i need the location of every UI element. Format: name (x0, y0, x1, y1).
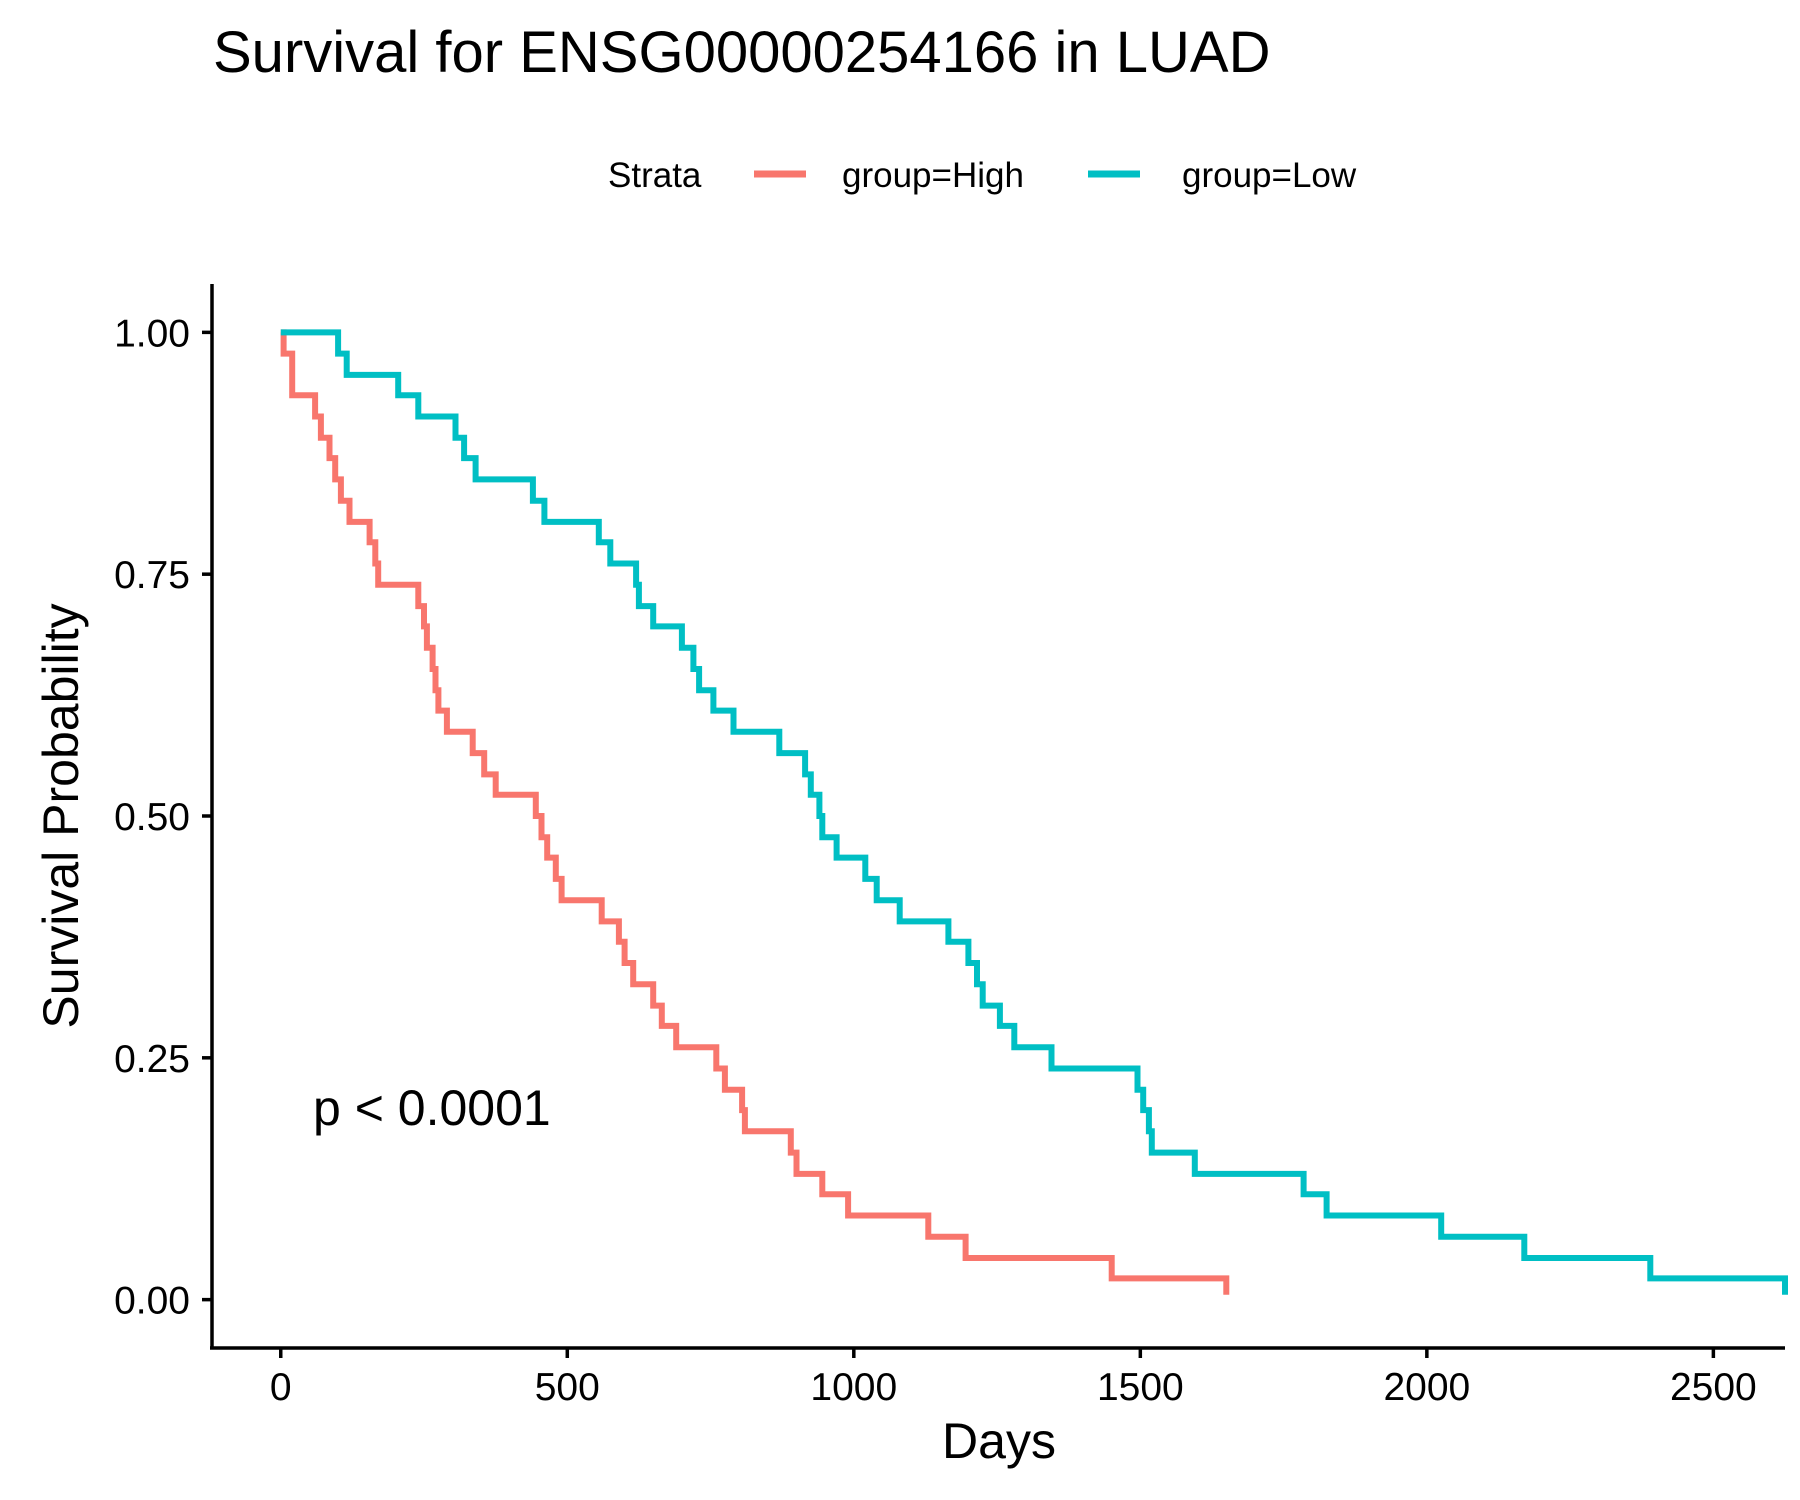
km-curve-high (280, 329, 1230, 1295)
x-tick-label: 1000 (810, 1366, 897, 1409)
y-tick-label: 0.00 (114, 1280, 190, 1323)
y-tick-label: 0.50 (114, 796, 190, 839)
y-axis-label: Survival Probability (33, 603, 89, 1028)
x-tick-label: 500 (535, 1366, 600, 1409)
plot-area (280, 329, 1788, 1295)
x-tick-label: 0 (270, 1366, 292, 1409)
chart-title: Survival for ENSG00000254166 in LUAD (213, 20, 1270, 85)
legend-label-high: group=High (842, 156, 1024, 195)
x-tick-label: 2500 (1670, 1366, 1757, 1409)
p-value-annotation: p < 0.0001 (313, 1080, 551, 1136)
x-tick-label: 1500 (1097, 1366, 1184, 1409)
legend-label-low: group=Low (1182, 156, 1357, 195)
legend-title: Strata (608, 156, 702, 195)
km-curve-low (280, 329, 1788, 1295)
y-tick-label: 0.75 (114, 554, 190, 597)
y-tick-label: 1.00 (114, 312, 190, 355)
y-axis-ticks: 0.00 0.25 0.50 0.75 1.00 (114, 312, 212, 1323)
legend: Strata group=High group=Low (608, 156, 1357, 195)
x-axis-ticks: 0 500 1000 1500 2000 2500 (270, 1348, 1757, 1409)
x-axis-label: Days (942, 1413, 1056, 1469)
x-tick-label: 2000 (1383, 1366, 1470, 1409)
y-tick-label: 0.25 (114, 1038, 190, 1081)
